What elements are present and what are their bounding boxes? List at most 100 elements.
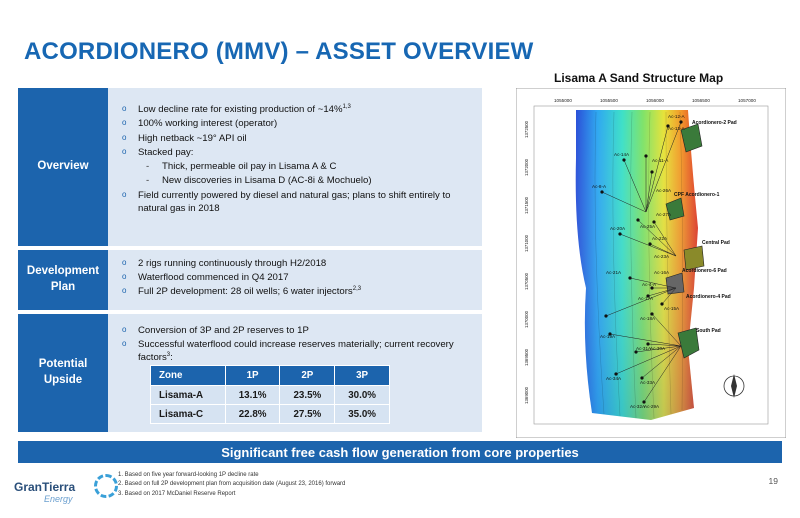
well-label: Ac-12-A	[668, 114, 686, 119]
table-cell: Lisama-C	[150, 404, 226, 424]
development-bullet: Full 2P development: 28 oil wells; 6 wat…	[122, 285, 472, 298]
overview-panel: Overview Low decline rate for existing p…	[18, 88, 482, 432]
well-label: Ac-19A	[600, 334, 616, 339]
pad-labels: Acordionero-2 Pad CPF Acordionero-1 Cent…	[674, 120, 737, 334]
well-label: Ac-32A	[630, 404, 646, 409]
overview-bullet: High netback ~19° API oil	[122, 132, 472, 145]
pads	[665, 123, 705, 359]
well-label: Ac-14A	[614, 152, 630, 157]
company-logo-sub: Energy	[44, 494, 73, 504]
footnote: 1. Based on five year forward-looking 1P…	[118, 472, 259, 478]
table-cell: 22.8%	[224, 404, 281, 424]
development-bullet: 2 rigs running continuously through H2/2…	[122, 257, 472, 270]
well-label: Ac-33A	[640, 380, 656, 385]
north-arrow-icon	[723, 374, 745, 398]
x-tick-label: 1057000	[738, 98, 756, 103]
well-label: Ac-22A	[652, 236, 668, 241]
well-label: Ac-30A	[650, 346, 666, 351]
page-title: ACORDIONERO (MMV) – ASSET OVERVIEW	[24, 38, 534, 65]
well-trajectories	[601, 121, 682, 403]
overview-bullet: 100% working interest (operator)	[122, 117, 472, 130]
development-section: Development Plan 2 rigs running continuo…	[18, 250, 482, 310]
table-cell: 23.5%	[279, 385, 336, 405]
y-tick-label: 1369500	[524, 348, 529, 366]
footnote: 2. Based on full 2P development plan fro…	[118, 481, 346, 488]
pad-label: Acordionero-2 Pad	[692, 120, 737, 126]
upside-label: Potential Upside	[18, 314, 108, 432]
well-label: Ac-26A	[656, 188, 672, 193]
well-label: Ac-21A	[606, 270, 622, 275]
table-cell: 35.0%	[334, 404, 390, 424]
y-tick-label: 1371500	[524, 196, 529, 214]
x-axis-ticks: 1055000 1055500 1056000 1056500 1057000	[554, 98, 756, 103]
logo-mark-icon	[94, 474, 118, 498]
company-logo: GranTierra	[14, 480, 76, 494]
table-row: Lisama-C 22.8% 27.5% 35.0%	[150, 404, 390, 424]
well-label: Ac-16A	[654, 270, 670, 275]
overview-body: Low decline rate for existing production…	[108, 88, 482, 246]
pad-label: Acordionero-6 Pad	[682, 268, 727, 274]
y-tick-label: 1372000	[524, 158, 529, 176]
upside-bullet: Successful waterflood could increase res…	[122, 338, 472, 365]
well-label: Ac-13-A	[668, 126, 686, 131]
pad-label: Acordionero-4 Pad	[686, 294, 731, 300]
y-axis-ticks: 1372500 1372000 1371500 1371000 1370500 …	[524, 120, 529, 404]
overview-label: Overview	[18, 88, 108, 246]
pad-label: CPF Acordionero-1	[674, 192, 720, 198]
overview-bullet: Field currently powered by diesel and na…	[122, 189, 472, 215]
y-tick-label: 1369000	[524, 386, 529, 404]
y-tick-label: 1370500	[524, 272, 529, 290]
x-tick-label: 1055500	[600, 98, 618, 103]
table-header-row: Zone 1P 2P 3P	[150, 365, 390, 386]
well-label: Ac-11-A	[652, 158, 669, 163]
map-inner-frame	[533, 105, 769, 425]
well-labels: Ac-12-A Ac-13-A Ac-14A Ac-11-A Ac-8-A Ac…	[592, 114, 686, 409]
well-label: Ac-25A	[640, 224, 656, 229]
well-label: Ac-8-A	[592, 184, 607, 189]
y-tick-label: 1372500	[524, 120, 529, 138]
structure-map: Ac-12-A Ac-13-A Ac-14A Ac-11-A Ac-8-A Ac…	[516, 88, 786, 438]
table-row: Lisama-A 13.1% 23.5% 30.0%	[150, 385, 390, 405]
pad-label: South Pad	[696, 328, 721, 334]
footnote: 3. Based on 2017 McDaniel Reserve Report	[118, 490, 236, 497]
table-cell: Lisama-A	[150, 385, 226, 405]
x-tick-label: 1055000	[554, 98, 572, 103]
recovery-factors-table: Zone 1P 2P 3P Lisama-A 13.1% 23.5% 30.0%…	[150, 365, 390, 424]
overview-subbullet: New discoveries in Lisama D (AC-8i & Moc…	[138, 174, 472, 187]
overview-section: Overview Low decline rate for existing p…	[18, 88, 482, 246]
overview-bullet: Low decline rate for existing production…	[122, 103, 472, 116]
well-label: Ac-31A	[636, 346, 652, 351]
well-label: Ac-27A	[656, 212, 672, 217]
overview-subbullet: Thick, permeable oil pay in Lisama A & C	[138, 160, 472, 173]
overview-bullet: Stacked pay: Thick, permeable oil pay in…	[122, 146, 472, 188]
table-cell: 13.1%	[224, 385, 281, 405]
table-header: 3P	[334, 365, 390, 386]
well-label: Ac-15A	[664, 306, 680, 311]
map-title: Lisama A Sand Structure Map	[554, 71, 724, 85]
x-tick-label: 1056000	[646, 98, 664, 103]
pad-label: Central Pad	[702, 240, 730, 246]
upside-bullet: Conversion of 3P and 2P reserves to 1P	[122, 324, 472, 337]
contour-lines	[594, 111, 683, 419]
page-number: 19	[768, 476, 778, 486]
development-label: Development Plan	[18, 250, 108, 310]
well-label: Ac-17A	[638, 296, 654, 301]
well-label: Ac-34A	[606, 376, 622, 381]
key-message-banner: Significant free cash flow generation fr…	[18, 441, 782, 463]
table-header: 1P	[224, 365, 281, 386]
well-points	[600, 120, 683, 404]
structure-shading	[575, 110, 698, 420]
well-label: Ac-29A	[644, 404, 660, 409]
well-label: Ac-23A	[654, 254, 670, 259]
development-bullet: Waterflood commenced in Q4 2017	[122, 271, 472, 284]
table-cell: 30.0%	[334, 385, 390, 405]
footnotes: 1. Based on five year forward-looking 1P…	[118, 471, 345, 499]
development-body: 2 rigs running continuously through H2/2…	[108, 250, 482, 310]
well-label: Ac-18A	[640, 316, 656, 321]
x-tick-label: 1056500	[692, 98, 710, 103]
table-header: 2P	[279, 365, 336, 386]
table-cell: 27.5%	[279, 404, 336, 424]
y-tick-label: 1370000	[524, 310, 529, 328]
well-label: Ac-4-A	[642, 282, 657, 287]
table-header: Zone	[150, 365, 226, 386]
